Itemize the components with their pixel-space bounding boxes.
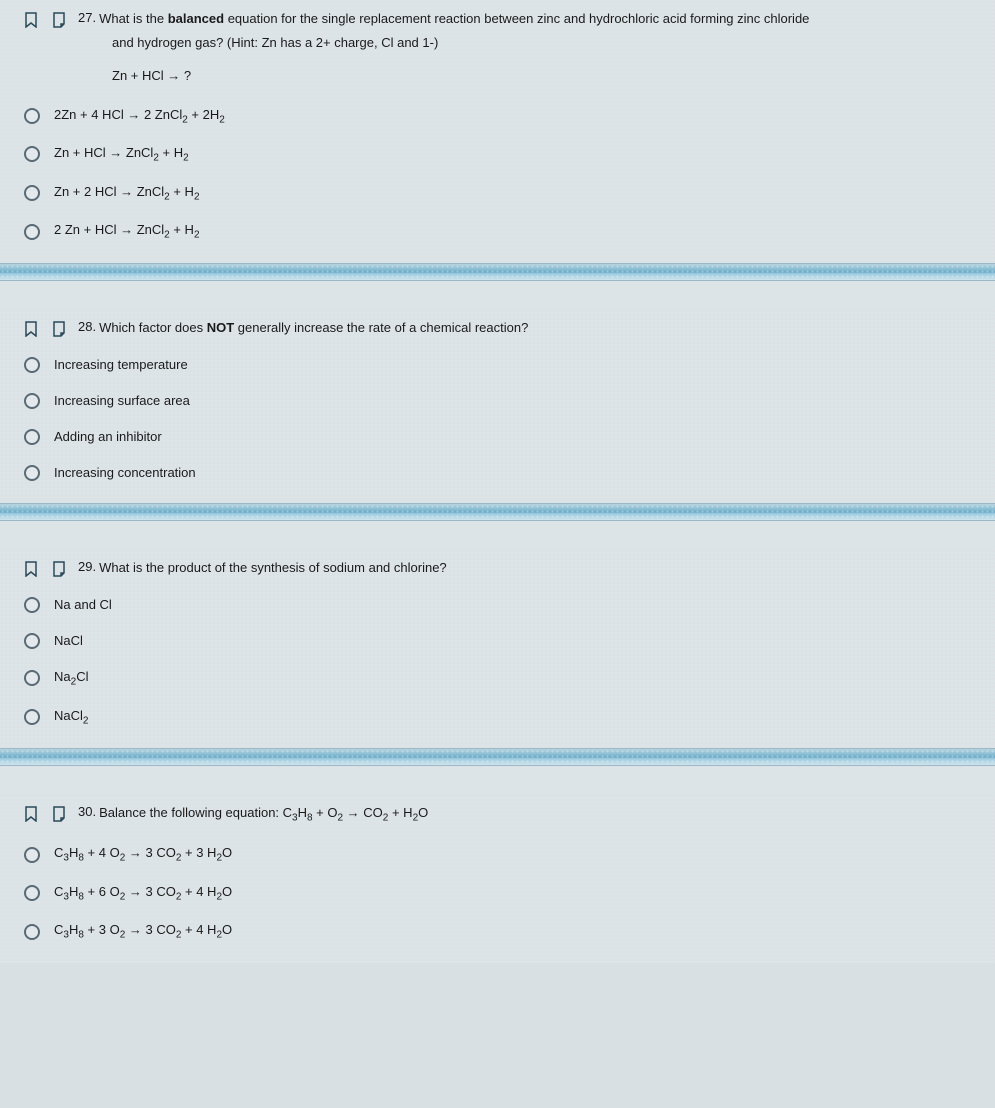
bookmark-icon[interactable] [24, 321, 38, 337]
radio-icon[interactable] [24, 465, 40, 481]
bookmark-icon[interactable] [24, 12, 38, 28]
options-list: Na and Cl NaCl Na2Cl NaCl2 [0, 581, 995, 736]
option-text: Increasing temperature [54, 357, 188, 372]
option[interactable]: C3H8 + 3 O2 → 3 CO2 + 4 H2O [24, 912, 995, 951]
radio-icon[interactable] [24, 885, 40, 901]
radio-icon[interactable] [24, 847, 40, 863]
question-30: 30. Balance the following equation: C3H8… [0, 794, 995, 963]
option[interactable]: 2Zn + 4 HCl → 2 ZnCl2 + 2H2 [24, 97, 995, 136]
option-text: C3H8 + 6 O2 → 3 CO2 + 4 H2O [54, 884, 232, 903]
question-icons [24, 319, 66, 337]
question-text-pre: What is the product of the synthesis of … [99, 560, 447, 575]
question-divider [0, 263, 995, 281]
option[interactable]: Na2Cl [24, 659, 995, 698]
radio-icon[interactable] [24, 633, 40, 649]
radio-icon[interactable] [24, 393, 40, 409]
option[interactable]: Zn + 2 HCl → ZnCl2 + H2 [24, 174, 995, 213]
question-icons [24, 10, 66, 28]
option-text: Zn + HCl → ZnCl2 + H2 [54, 145, 189, 164]
option[interactable]: Increasing surface area [24, 383, 995, 419]
note-icon[interactable] [52, 321, 66, 337]
question-text-bold: NOT [207, 320, 234, 335]
option-text: C3H8 + 4 O2 → 3 CO2 + 3 H2O [54, 845, 232, 864]
radio-icon[interactable] [24, 709, 40, 725]
spacer [0, 281, 995, 309]
radio-icon[interactable] [24, 185, 40, 201]
question-text-pre: What is the [99, 11, 168, 26]
question-text: Which factor does NOT generally increase… [99, 319, 528, 337]
options-list: C3H8 + 4 O2 → 3 CO2 + 3 H2O C3H8 + 6 O2 … [0, 829, 995, 951]
question-28: 28. Which factor does NOT generally incr… [0, 309, 995, 503]
question-text: What is the product of the synthesis of … [99, 559, 447, 577]
question-number: 30. [78, 804, 96, 819]
question-29: 29. What is the product of the synthesis… [0, 549, 995, 748]
radio-icon[interactable] [24, 429, 40, 445]
question-text-pre: Which factor does [99, 320, 207, 335]
question-number: 27. [78, 10, 96, 25]
option[interactable]: 2 Zn + HCl → ZnCl2 + H2 [24, 212, 995, 251]
question-extra: Zn + HCl → ? [0, 68, 995, 83]
radio-icon[interactable] [24, 670, 40, 686]
radio-icon[interactable] [24, 146, 40, 162]
question-27: 27. What is the balanced equation for th… [0, 0, 995, 263]
radio-icon[interactable] [24, 597, 40, 613]
question-text: What is the balanced equation for the si… [99, 10, 809, 28]
bookmark-icon[interactable] [24, 561, 38, 577]
question-text: Balance the following equation: C3H8 + O… [99, 804, 428, 825]
question-header: 30. Balance the following equation: C3H8… [0, 802, 995, 829]
question-divider [0, 503, 995, 521]
question-text-bold: balanced [168, 11, 224, 26]
option-text: Na2Cl [54, 669, 88, 688]
option[interactable]: C3H8 + 6 O2 → 3 CO2 + 4 H2O [24, 874, 995, 913]
question-header: 27. What is the balanced equation for th… [0, 8, 995, 32]
option[interactable]: Na and Cl [24, 587, 995, 623]
radio-icon[interactable] [24, 357, 40, 373]
option[interactable]: Zn + HCl → ZnCl2 + H2 [24, 135, 995, 174]
question-icons [24, 804, 66, 822]
question-header: 28. Which factor does NOT generally incr… [0, 317, 995, 341]
question-divider [0, 748, 995, 766]
option[interactable]: Adding an inhibitor [24, 419, 995, 455]
option-text: Na and Cl [54, 597, 112, 612]
option-text: NaCl2 [54, 708, 88, 727]
option-text: 2Zn + 4 HCl → 2 ZnCl2 + 2H2 [54, 107, 225, 126]
option-text: C3H8 + 3 O2 → 3 CO2 + 4 H2O [54, 922, 232, 941]
options-list: 2Zn + 4 HCl → 2 ZnCl2 + 2H2 Zn + HCl → Z… [0, 91, 995, 251]
question-number: 29. [78, 559, 96, 574]
option-text: Zn + 2 HCl → ZnCl2 + H2 [54, 184, 200, 203]
question-header: 29. What is the product of the synthesis… [0, 557, 995, 581]
question-text-post: equation for the single replacement reac… [224, 11, 809, 26]
option[interactable]: Increasing temperature [24, 347, 995, 383]
option[interactable]: Increasing concentration [24, 455, 995, 491]
options-list: Increasing temperature Increasing surfac… [0, 341, 995, 491]
option-text: Increasing surface area [54, 393, 190, 408]
radio-icon[interactable] [24, 108, 40, 124]
note-icon[interactable] [52, 12, 66, 28]
option-text: Increasing concentration [54, 465, 196, 480]
question-text-post: generally increase the rate of a chemica… [234, 320, 528, 335]
option[interactable]: NaCl [24, 623, 995, 659]
question-hint: and hydrogen gas? (Hint: Zn has a 2+ cha… [0, 34, 995, 52]
question-icons [24, 559, 66, 577]
note-icon[interactable] [52, 561, 66, 577]
spacer [0, 766, 995, 794]
question-number: 28. [78, 319, 96, 334]
option-text: NaCl [54, 633, 83, 648]
radio-icon[interactable] [24, 924, 40, 940]
bookmark-icon[interactable] [24, 806, 38, 822]
note-icon[interactable] [52, 806, 66, 822]
option[interactable]: C3H8 + 4 O2 → 3 CO2 + 3 H2O [24, 835, 995, 874]
radio-icon[interactable] [24, 224, 40, 240]
option[interactable]: NaCl2 [24, 698, 995, 737]
option-text: 2 Zn + HCl → ZnCl2 + H2 [54, 222, 200, 241]
option-text: Adding an inhibitor [54, 429, 162, 444]
spacer [0, 521, 995, 549]
